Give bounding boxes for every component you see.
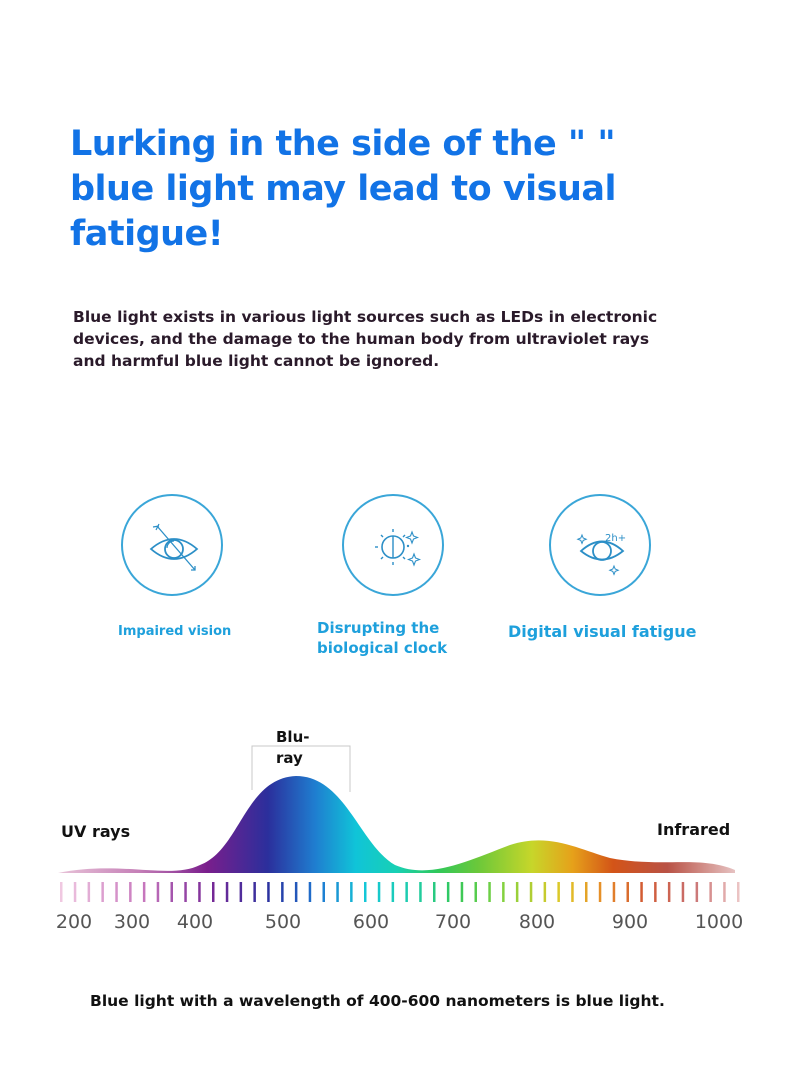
spectrum-tick xyxy=(640,882,643,902)
sun-moon-icon xyxy=(342,494,444,596)
tick-label-600: 600 xyxy=(352,911,390,933)
tick-label-300: 300 xyxy=(113,911,151,933)
spectrum-tick xyxy=(253,882,256,902)
spectrum-tick xyxy=(405,882,408,902)
spectrum-tick xyxy=(598,882,602,902)
tired-eye-icon: 2h+ xyxy=(549,494,651,596)
spectrum-tick xyxy=(364,882,367,902)
spectrum-tick xyxy=(709,882,712,902)
tick-label-400: 400 xyxy=(176,911,214,933)
spectrum-tick xyxy=(515,882,519,902)
spectrum-tick xyxy=(225,882,229,902)
tick-label-700: 700 xyxy=(434,911,472,933)
spectrum-tick xyxy=(294,882,298,902)
spectrum-tick xyxy=(350,882,353,902)
spectrum-tick xyxy=(87,882,91,902)
spectrum-tick xyxy=(446,882,450,902)
spectrum-tick xyxy=(129,882,132,902)
spectrum-tick xyxy=(419,882,422,902)
spectrum-tick xyxy=(695,882,699,902)
spectrum-tick xyxy=(322,882,325,902)
hazard-label-digital-fatigue: Digital visual fatigue xyxy=(508,622,697,641)
headline: Lurking in the side of the " " blue ligh… xyxy=(70,124,617,254)
spectrum-tick xyxy=(571,882,574,902)
spectrum-tick xyxy=(737,882,740,902)
spectrum-tick xyxy=(723,882,726,902)
svg-text:2h+: 2h+ xyxy=(605,533,626,544)
spectrum-tick xyxy=(198,882,201,902)
spectrum-tick xyxy=(474,882,477,902)
spectrum-tick xyxy=(667,882,671,902)
tick-label-900: 900 xyxy=(611,911,649,933)
spectrum-tick xyxy=(460,882,464,902)
spectrum-tick xyxy=(184,882,187,902)
infrared-label: Infrared xyxy=(657,820,731,839)
spectrum-tick xyxy=(239,882,243,902)
spectrum-tick xyxy=(212,882,215,902)
spectrum-tick xyxy=(557,882,560,902)
spectrum-tick xyxy=(377,882,381,902)
spectrum-tick xyxy=(626,882,629,902)
tick-label-500: 500 xyxy=(264,911,302,933)
spectrum-tick xyxy=(681,882,685,902)
spectrum-tick xyxy=(281,882,284,902)
spectrum-tick xyxy=(336,882,339,902)
tick-label-800: 800 xyxy=(518,911,556,933)
spectrum-tick xyxy=(156,882,160,902)
intro-paragraph: Blue light exists in various light sourc… xyxy=(73,308,658,370)
spectrum-tick xyxy=(433,882,436,902)
hazard-label-biological-clock: Disrupting the biological clock xyxy=(317,619,448,657)
uv-rays-label: UV rays xyxy=(61,822,131,841)
hazard-label-impaired-vision: Impaired vision xyxy=(118,624,232,639)
spectrum-tick xyxy=(60,882,63,902)
spectrum-tick xyxy=(488,882,491,902)
light-spectrum-graphic xyxy=(58,745,740,902)
blu-ray-label: Blu-ray xyxy=(276,728,310,767)
spectrum-tick xyxy=(308,882,312,902)
spectrum-ticks xyxy=(60,882,740,902)
spectrum-tick xyxy=(543,882,547,902)
spectrum-tick xyxy=(170,882,173,902)
spectrum-tick xyxy=(101,882,104,902)
spectrum-tick xyxy=(267,882,270,902)
spectrum-tick xyxy=(654,882,657,902)
spectrum-tick xyxy=(142,882,146,902)
spectrum-tick xyxy=(529,882,533,902)
footer-caption: Blue light with a wavelength of 400-600 … xyxy=(90,992,665,1010)
spectrum-tick xyxy=(115,882,118,902)
spectrum-tick xyxy=(585,882,588,902)
spectrum-tick xyxy=(73,882,77,902)
eye-arrow-icon xyxy=(121,494,223,596)
spectrum-tick xyxy=(502,882,505,902)
tick-label-1000: 1000 xyxy=(694,911,744,933)
tick-label-200: 200 xyxy=(55,911,93,933)
spectrum-tick xyxy=(612,882,616,902)
spectrum-tick xyxy=(391,882,395,902)
